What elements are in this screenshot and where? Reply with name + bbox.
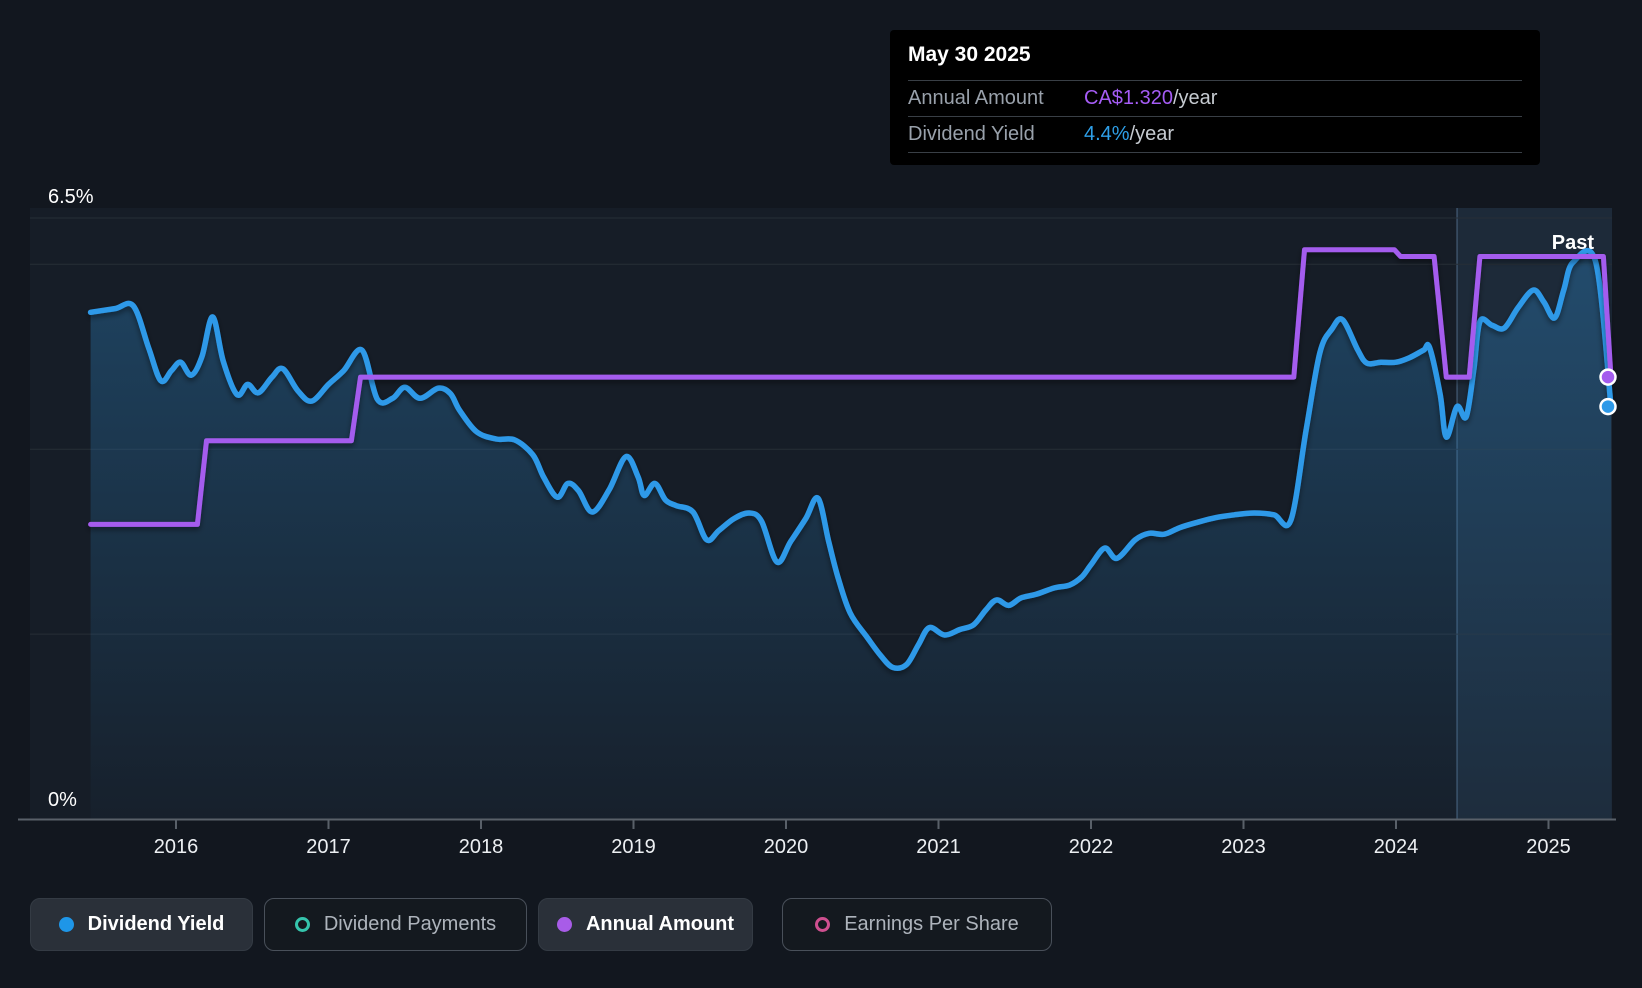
dividend-yield-endpoint-marker bbox=[1599, 397, 1617, 416]
legend-button-dividend-yield[interactable]: Dividend Yield bbox=[30, 898, 253, 951]
legend-label-dividend-payments: Dividend Payments bbox=[323, 913, 497, 935]
dividend-yield-dot-icon bbox=[58, 917, 74, 932]
legend-label-dividend-yield: Dividend Yield bbox=[87, 913, 225, 935]
x-axis-year-label: 2024 bbox=[1374, 836, 1419, 858]
x-axis-layer bbox=[18, 818, 1616, 829]
x-axis-year-label: 2025 bbox=[1526, 836, 1571, 858]
x-axis-labels-layer: 2016 2017 2018 2019 2020 2021 2022 2023 2024 2025 bbox=[154, 836, 1571, 858]
past-region-label: Past bbox=[1552, 232, 1595, 254]
x-axis-year-label: 2019 bbox=[611, 836, 656, 858]
annual-amount-line bbox=[88, 247, 1614, 527]
tooltip-annual-amount-suffix: /year bbox=[1172, 87, 1218, 109]
dividend-yield-area-fill bbox=[90, 250, 1612, 819]
y-axis-min-label: 0% bbox=[48, 789, 77, 811]
legend-label-annual-amount: Annual Amount bbox=[585, 913, 735, 935]
x-axis-year-label: 2017 bbox=[306, 836, 351, 858]
tooltip-row-dividend-yield: Dividend Yield 4.4% /year bbox=[908, 116, 1522, 153]
earnings-per-share-ring-icon bbox=[815, 917, 831, 932]
x-axis-year-label: 2018 bbox=[459, 836, 504, 858]
tooltip-row-annual-amount: Annual Amount CA$1.320 /year bbox=[908, 80, 1522, 116]
tooltip-annual-amount-value: CA$1.320 bbox=[1084, 87, 1173, 109]
annual-amount-endpoint-marker bbox=[1599, 368, 1617, 386]
tooltip-dividend-yield-suffix: /year bbox=[1129, 123, 1175, 145]
legend-button-dividend-payments[interactable]: Dividend Payments bbox=[264, 898, 527, 951]
x-axis-year-label: 2020 bbox=[764, 836, 809, 858]
tooltip-dividend-yield-label: Dividend Yield bbox=[908, 123, 1035, 145]
annual-amount-dot-icon bbox=[556, 917, 572, 932]
x-axis-year-label: 2016 bbox=[154, 836, 199, 858]
dividend-history-chart[interactable]: 2016 2017 2018 2019 2020 2021 2022 2023 2024 2025… bbox=[0, 0, 1642, 870]
legend-button-earnings-per-share[interactable]: Earnings Per Share bbox=[782, 898, 1052, 951]
legend-label-earnings-per-share: Earnings Per Share bbox=[844, 913, 1019, 935]
tooltip-annual-amount-label: Annual Amount bbox=[908, 87, 1044, 109]
tooltip-dividend-yield-value: 4.4% bbox=[1084, 123, 1130, 145]
chart-tooltip: May 30 2025 Annual Amount CA$1.320 /year… bbox=[890, 30, 1540, 165]
series-layer bbox=[87, 247, 1617, 819]
legend-button-annual-amount[interactable]: Annual Amount bbox=[538, 898, 753, 951]
x-axis-year-label: 2021 bbox=[916, 836, 961, 858]
y-axis-max-label: 6.5% bbox=[48, 186, 94, 208]
x-axis-year-label: 2023 bbox=[1221, 836, 1266, 858]
x-axis-year-label: 2022 bbox=[1069, 836, 1114, 858]
tooltip-date: May 30 2025 bbox=[908, 43, 1031, 66]
dividend-yield-line bbox=[87, 248, 1614, 671]
dividend-payments-ring-icon bbox=[294, 917, 310, 932]
